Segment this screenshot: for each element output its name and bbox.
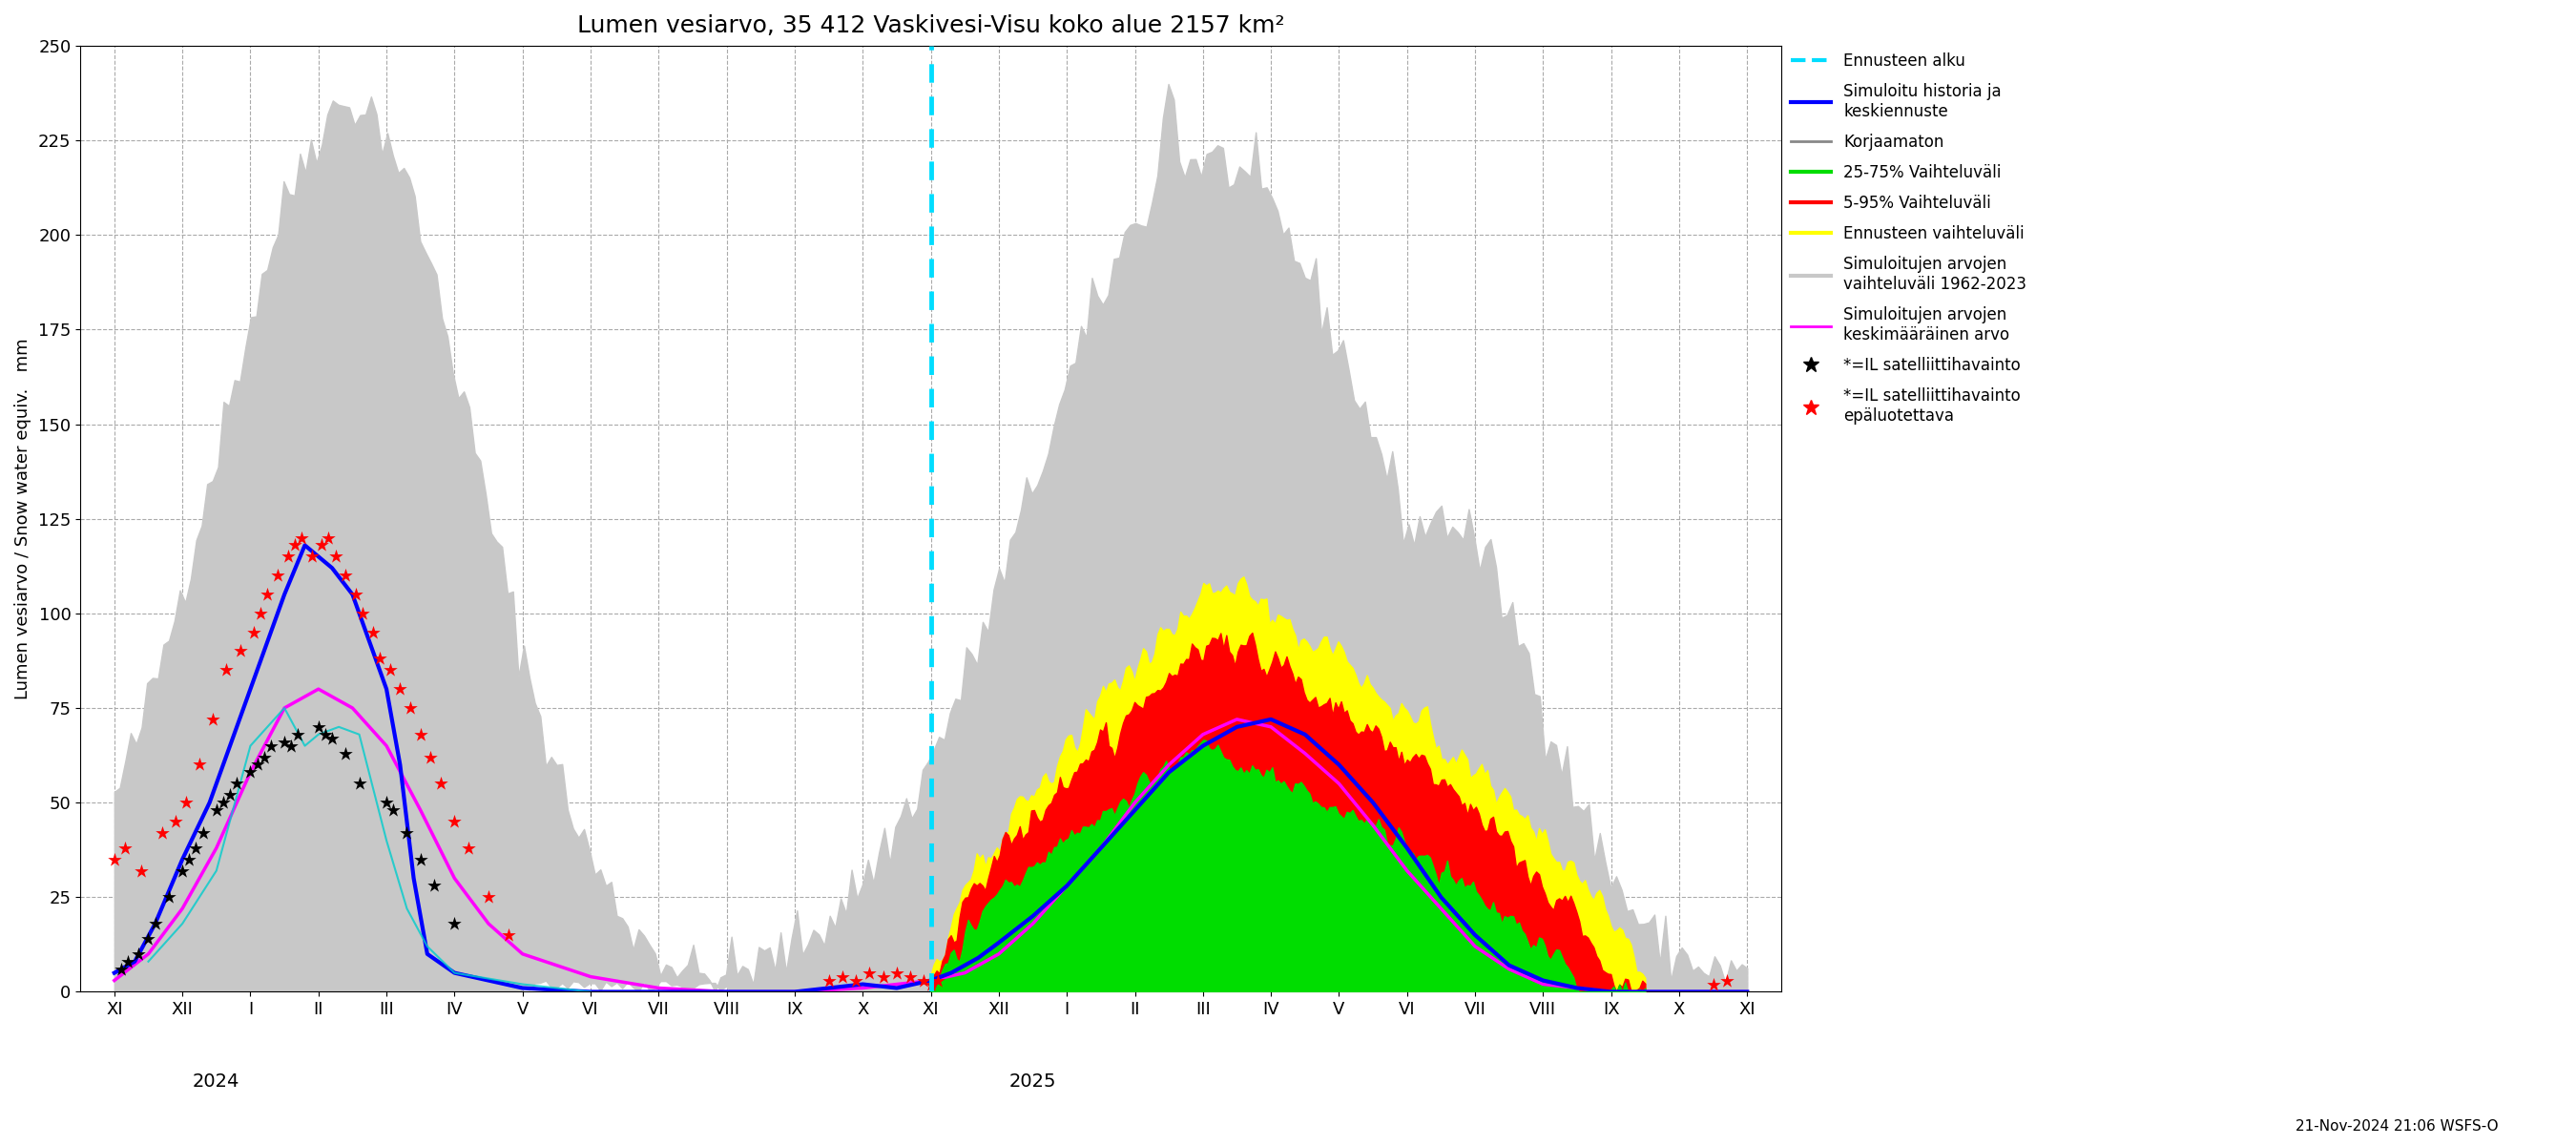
- Point: [358, 649, 399, 668]
- Point: [93, 851, 134, 869]
- Point: [809, 971, 850, 989]
- Point: [366, 793, 407, 812]
- Point: [263, 733, 304, 751]
- Point: [142, 823, 183, 842]
- Point: [309, 529, 350, 547]
- Point: [399, 851, 440, 869]
- Point: [822, 968, 863, 986]
- Point: [100, 960, 142, 978]
- Point: [196, 802, 237, 820]
- Point: [258, 567, 299, 585]
- Point: [229, 764, 270, 782]
- Point: [917, 971, 958, 989]
- Point: [193, 710, 234, 728]
- Point: [204, 793, 245, 812]
- Point: [909, 976, 951, 994]
- Point: [175, 839, 216, 858]
- Text: 21-Nov-2024 21:06 WSFS-O: 21-Nov-2024 21:06 WSFS-O: [2295, 1120, 2499, 1134]
- Point: [420, 774, 461, 792]
- Point: [304, 725, 345, 743]
- Point: [291, 547, 332, 566]
- Point: [448, 839, 489, 858]
- Point: [314, 547, 355, 566]
- Point: [134, 915, 175, 933]
- Point: [850, 964, 891, 982]
- Point: [121, 861, 162, 879]
- Point: [489, 926, 531, 945]
- Point: [337, 774, 379, 792]
- Point: [162, 861, 204, 879]
- Point: [1692, 976, 1734, 994]
- Point: [183, 823, 224, 842]
- Point: [129, 930, 170, 948]
- Point: [904, 971, 945, 989]
- Y-axis label: Lumen vesiarvo / Snow water equiv.   mm: Lumen vesiarvo / Snow water equiv. mm: [15, 338, 31, 700]
- Point: [209, 785, 250, 804]
- Point: [415, 877, 456, 895]
- Point: [876, 964, 917, 982]
- Legend: Ennusteen alku, Simuloitu historia ja
keskiennuste, Korjaamaton, 25-75% Vaihtelu: Ennusteen alku, Simuloitu historia ja ke…: [1785, 46, 2032, 432]
- Point: [273, 536, 314, 554]
- Point: [1705, 971, 1747, 989]
- Point: [247, 585, 289, 603]
- Point: [386, 823, 428, 842]
- Point: [278, 725, 319, 743]
- Point: [335, 585, 376, 603]
- Point: [240, 605, 281, 623]
- Point: [379, 680, 420, 698]
- Point: [165, 793, 206, 812]
- Point: [103, 839, 144, 858]
- Point: [299, 718, 340, 736]
- Point: [301, 536, 343, 554]
- Text: 2025: 2025: [1010, 1072, 1056, 1090]
- Point: [108, 953, 149, 971]
- Point: [149, 889, 191, 907]
- Point: [167, 851, 209, 869]
- Point: [270, 736, 312, 755]
- Point: [889, 968, 930, 986]
- Point: [410, 748, 451, 766]
- Point: [863, 968, 904, 986]
- Point: [242, 748, 283, 766]
- Point: [389, 698, 430, 717]
- Point: [325, 567, 366, 585]
- Point: [237, 756, 278, 774]
- Point: [234, 623, 276, 641]
- Point: [399, 725, 440, 743]
- Point: [250, 736, 291, 755]
- Point: [206, 661, 247, 679]
- Point: [374, 802, 415, 820]
- Point: [155, 812, 196, 830]
- Point: [118, 945, 160, 963]
- Point: [325, 744, 366, 763]
- Point: [368, 661, 410, 679]
- Point: [433, 812, 474, 830]
- Point: [216, 774, 258, 792]
- Point: [343, 605, 384, 623]
- Point: [219, 642, 260, 661]
- Point: [178, 756, 219, 774]
- Point: [312, 729, 353, 748]
- Title: Lumen vesiarvo, 35 412 Vaskivesi-Visu koko alue 2157 km²: Lumen vesiarvo, 35 412 Vaskivesi-Visu ko…: [577, 14, 1285, 37]
- Point: [353, 623, 394, 641]
- Point: [268, 547, 309, 566]
- Point: [469, 889, 510, 907]
- Point: [281, 529, 322, 547]
- Point: [433, 915, 474, 933]
- Text: 2024: 2024: [193, 1072, 240, 1090]
- Point: [835, 971, 876, 989]
